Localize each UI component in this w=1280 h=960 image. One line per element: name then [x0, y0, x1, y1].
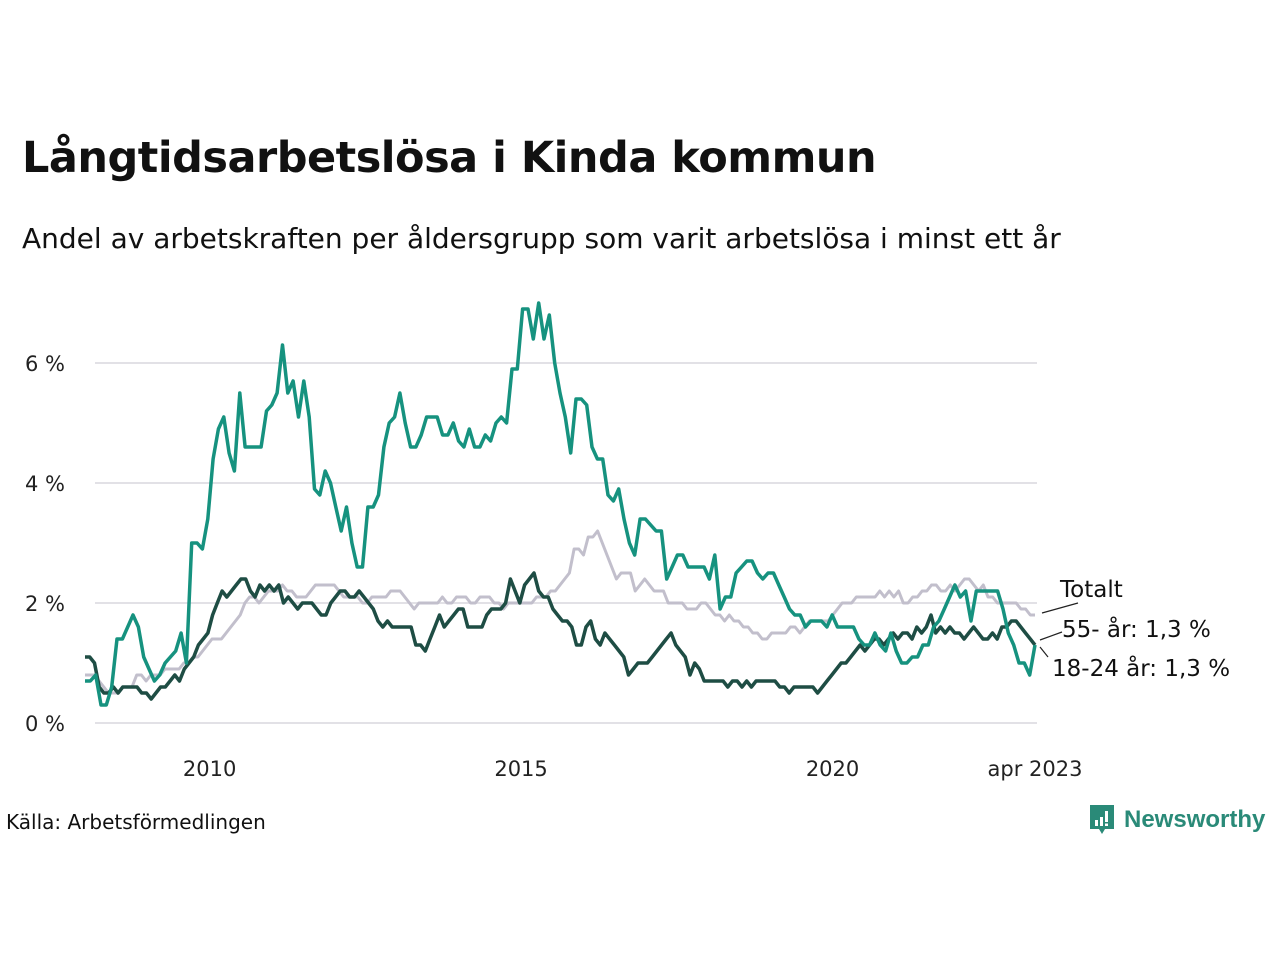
x-tick-label: 2015 [494, 757, 547, 781]
x-tick-label: 2010 [183, 757, 236, 781]
logo-text: Newsworthy [1124, 806, 1266, 833]
source-note: Källa: Arbetsförmedlingen [6, 810, 266, 834]
y-tick-label: 0 % [25, 712, 65, 736]
y-tick-label: 4 % [25, 472, 65, 496]
label-connector [1041, 602, 1079, 614]
y-tick-label: 6 % [25, 352, 65, 376]
chart-subtitle: Andel av arbetskraften per åldersgrupp s… [22, 222, 1061, 255]
newsworthy-chat-bars-icon [1090, 805, 1114, 834]
series-label: Totalt [1059, 577, 1123, 603]
chart-title: Långtidsarbetslösa i Kinda kommun [22, 133, 877, 183]
series-labels: Totalt 55- år: 1,3 % 18-24 år: 1,3 % [1039, 577, 1230, 682]
gridlines [95, 362, 1037, 724]
x-axis-ticks: 2010 2015 2020 apr 2023 [183, 757, 1083, 781]
series-line-totalt [85, 529, 1035, 695]
series-lines [85, 301, 1037, 707]
series-label: 55- år: 1,3 % [1062, 615, 1211, 643]
x-tick-label: apr 2023 [988, 757, 1083, 781]
x-tick-label: 2020 [806, 757, 859, 781]
y-tick-label: 2 % [25, 592, 65, 616]
y-axis-ticks: 0 % 2 % 4 % 6 % [25, 352, 65, 736]
label-connector [1039, 631, 1063, 641]
label-connector [1039, 646, 1049, 658]
newsworthy-logo: Newsworthy [1088, 803, 1265, 837]
series-line-18-24-r [85, 301, 1037, 707]
series-label: 18-24 år: 1,3 % [1052, 654, 1230, 682]
